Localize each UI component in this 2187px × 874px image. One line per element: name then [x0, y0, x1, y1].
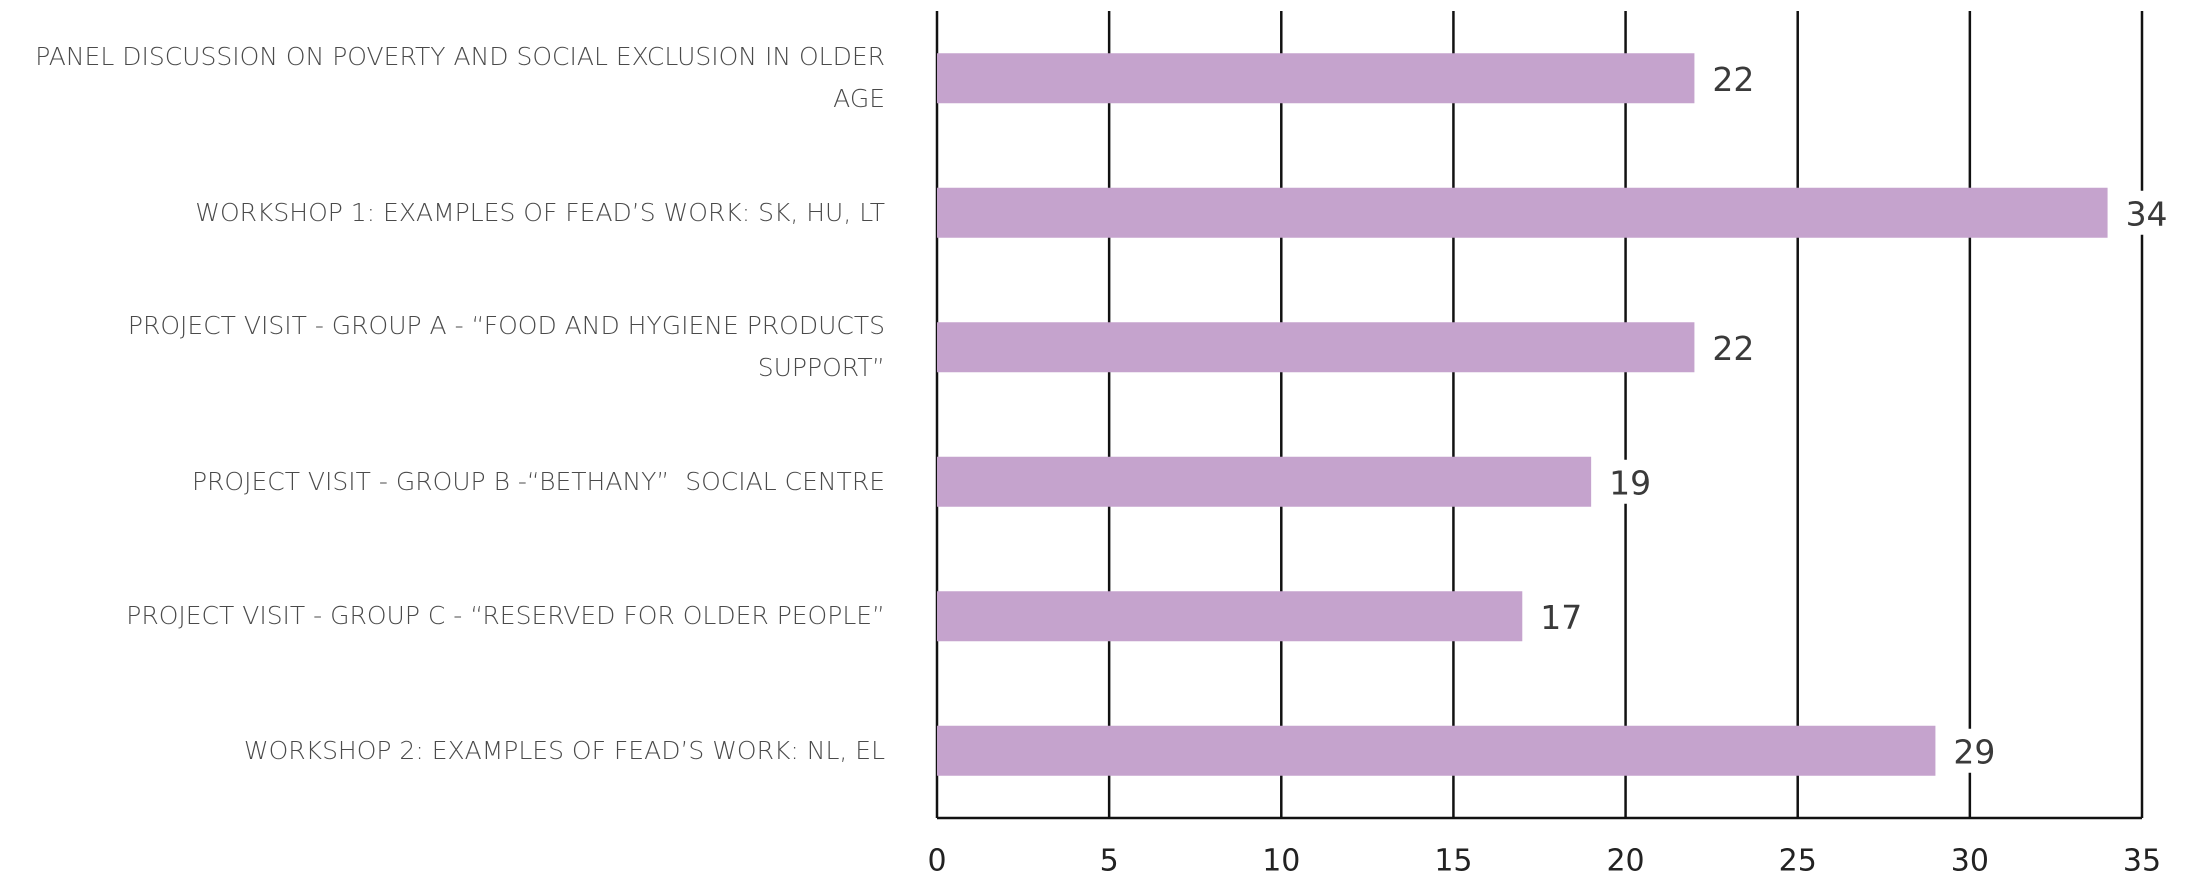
x-tick-label: 0 — [927, 844, 946, 874]
value-label: 17 — [1540, 598, 1582, 637]
value-label-bg — [1532, 594, 1591, 639]
value-label-bg — [1704, 325, 1763, 370]
value-label-bg — [1704, 56, 1763, 101]
category-label: PANEL DISCUSSION ON POVERTY AND SOCIAL E… — [35, 42, 893, 114]
value-label: 22 — [1712, 329, 1754, 368]
value-label: 19 — [1609, 463, 1651, 502]
value-label: 34 — [2126, 194, 2168, 233]
bar — [937, 591, 1523, 642]
bar — [937, 456, 1592, 507]
value-label-bg — [1601, 459, 1660, 504]
category-label: PROJECT VISIT - GROUP C - “RESERVED FOR … — [126, 601, 885, 631]
x-tick-label: 20 — [1606, 844, 1644, 874]
category-label: WORKSHOP 1: EXAMPLES OF FEAD’S WORK: SK,… — [195, 197, 885, 227]
category-label: PROJECT VISIT - GROUP A - “FOOD AND HYGI… — [127, 311, 893, 383]
bar — [937, 725, 1936, 776]
bar — [937, 187, 2108, 238]
x-tick-label: 30 — [1951, 844, 1989, 874]
bar — [937, 322, 1695, 373]
x-tick-label: 25 — [1779, 844, 1817, 874]
x-tick-label: 10 — [1262, 844, 1300, 874]
x-tick-label: 15 — [1434, 844, 1472, 874]
category-label: PROJECT VISIT - GROUP B -“BETHANY” SOCIA… — [191, 466, 885, 496]
value-label: 22 — [1712, 60, 1754, 99]
value-label: 29 — [1953, 732, 1995, 771]
bar — [937, 53, 1695, 104]
value-label-bg — [1945, 728, 2004, 773]
x-tick-label: 35 — [2123, 844, 2161, 874]
x-tick-label: 5 — [1100, 844, 1119, 874]
value-label-bg — [2117, 190, 2176, 235]
category-label: WORKSHOP 2: EXAMPLES OF FEAD’S WORK: NL,… — [243, 735, 885, 765]
